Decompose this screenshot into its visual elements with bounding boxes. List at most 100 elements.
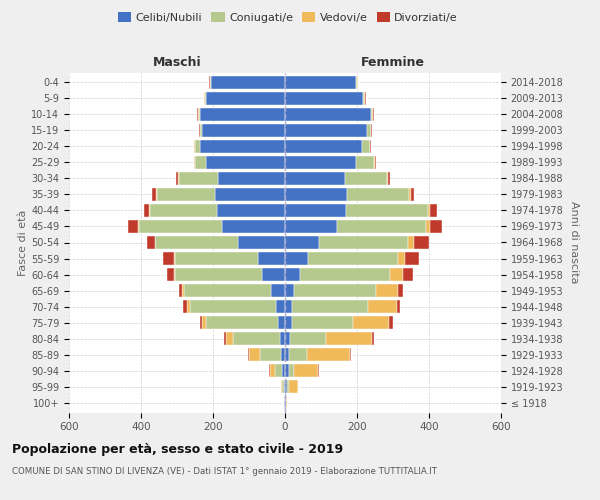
- Bar: [128, 220, 139, 233]
- Bar: [294, 364, 319, 378]
- Bar: [199, 108, 200, 121]
- Bar: [371, 108, 373, 121]
- Bar: [428, 204, 430, 217]
- Bar: [150, 204, 217, 217]
- Bar: [362, 140, 370, 153]
- Bar: [200, 140, 285, 153]
- Bar: [149, 204, 150, 217]
- Bar: [285, 396, 286, 409]
- Bar: [346, 172, 387, 185]
- Bar: [275, 364, 282, 378]
- Text: COMUNE DI SAN STINO DI LIVENZA (VE) - Dati ISTAT 1° gennaio 2019 - Elaborazione : COMUNE DI SAN STINO DI LIVENZA (VE) - Da…: [12, 468, 437, 476]
- Bar: [307, 348, 350, 362]
- Bar: [294, 284, 376, 297]
- Bar: [347, 188, 409, 201]
- Bar: [374, 156, 375, 169]
- Bar: [398, 252, 405, 265]
- Bar: [319, 236, 409, 249]
- Bar: [427, 220, 430, 233]
- Bar: [206, 92, 285, 104]
- Bar: [289, 348, 307, 362]
- Text: Maschi: Maschi: [152, 56, 202, 70]
- Bar: [364, 92, 365, 104]
- Bar: [289, 380, 298, 394]
- Bar: [285, 348, 289, 362]
- Bar: [285, 268, 300, 281]
- Bar: [282, 380, 284, 394]
- Bar: [376, 284, 398, 297]
- Bar: [152, 188, 157, 201]
- Bar: [226, 332, 233, 345]
- Bar: [174, 252, 175, 265]
- Bar: [184, 284, 271, 297]
- Bar: [353, 316, 389, 330]
- Bar: [285, 76, 356, 88]
- Bar: [285, 284, 294, 297]
- Bar: [285, 316, 292, 330]
- Bar: [175, 268, 262, 281]
- Bar: [289, 364, 294, 378]
- Bar: [278, 316, 285, 330]
- Bar: [195, 156, 206, 169]
- Bar: [373, 332, 374, 345]
- Bar: [409, 188, 410, 201]
- Bar: [367, 124, 371, 137]
- Bar: [198, 108, 199, 121]
- Bar: [210, 76, 211, 88]
- Bar: [282, 364, 285, 378]
- Bar: [175, 252, 258, 265]
- Y-axis label: Fasce di età: Fasce di età: [18, 210, 28, 276]
- Bar: [195, 140, 200, 153]
- Bar: [373, 108, 374, 121]
- Bar: [285, 140, 362, 153]
- Bar: [200, 124, 202, 137]
- Bar: [285, 92, 364, 104]
- Bar: [285, 380, 287, 394]
- Bar: [187, 300, 190, 313]
- Bar: [430, 204, 437, 217]
- Bar: [217, 204, 285, 217]
- Bar: [285, 300, 292, 313]
- Bar: [285, 108, 371, 121]
- Bar: [285, 172, 346, 185]
- Bar: [238, 236, 285, 249]
- Bar: [410, 188, 414, 201]
- Bar: [222, 220, 285, 233]
- Bar: [398, 284, 403, 297]
- Bar: [167, 268, 174, 281]
- Bar: [248, 348, 249, 362]
- Bar: [233, 332, 280, 345]
- Bar: [285, 204, 346, 217]
- Bar: [286, 396, 287, 409]
- Bar: [200, 316, 202, 330]
- Bar: [260, 348, 281, 362]
- Bar: [375, 156, 376, 169]
- Bar: [215, 188, 285, 201]
- Bar: [285, 156, 356, 169]
- Bar: [356, 76, 357, 88]
- Bar: [285, 124, 367, 137]
- Legend: Celibi/Nubili, Coniugati/e, Vedovi/e, Divorziati/e: Celibi/Nubili, Coniugati/e, Vedovi/e, Di…: [113, 8, 463, 28]
- Bar: [174, 268, 175, 281]
- Bar: [284, 380, 285, 394]
- Bar: [409, 236, 414, 249]
- Text: Femmine: Femmine: [361, 56, 425, 70]
- Text: Popolazione per età, sesso e stato civile - 2019: Popolazione per età, sesso e stato civil…: [12, 442, 343, 456]
- Bar: [346, 204, 428, 217]
- Bar: [337, 220, 427, 233]
- Bar: [292, 316, 353, 330]
- Bar: [155, 236, 238, 249]
- Bar: [357, 76, 358, 88]
- Bar: [308, 252, 398, 265]
- Bar: [197, 108, 198, 121]
- Bar: [200, 108, 285, 121]
- Bar: [370, 140, 371, 153]
- Bar: [390, 268, 403, 281]
- Bar: [285, 332, 290, 345]
- Bar: [284, 396, 285, 409]
- Bar: [280, 332, 285, 345]
- Bar: [271, 284, 285, 297]
- Bar: [290, 332, 326, 345]
- Bar: [285, 364, 289, 378]
- Bar: [326, 332, 373, 345]
